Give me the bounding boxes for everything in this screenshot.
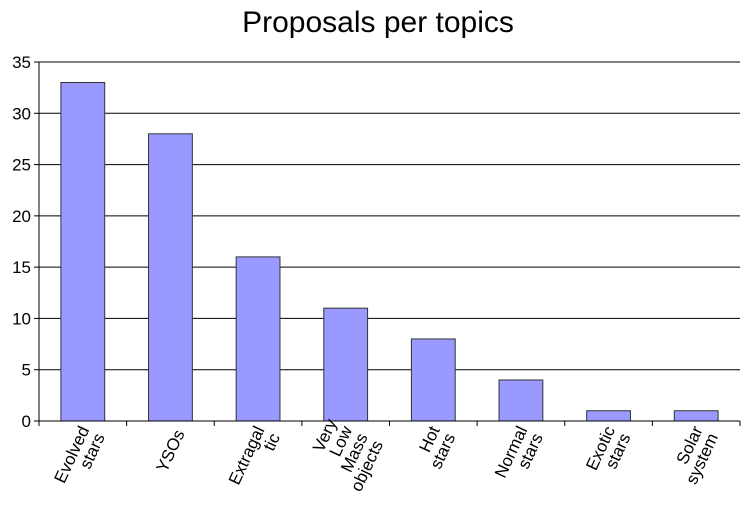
- x-category-label-line: tic: [260, 430, 285, 454]
- bar: [498, 379, 544, 422]
- y-tick-label: 10: [12, 309, 31, 328]
- y-tick-label: 25: [12, 156, 31, 175]
- bar: [410, 338, 456, 422]
- x-category-label-line: YSOs: [153, 427, 189, 475]
- bar: [673, 410, 719, 422]
- bar: [235, 256, 281, 422]
- gridlines: [34, 61, 740, 422]
- axes: [38, 62, 740, 422]
- y-tick-label: 0: [22, 412, 31, 431]
- y-tick-label: 20: [12, 207, 31, 226]
- y-tick-label: 15: [12, 258, 31, 277]
- y-tick-label: 35: [12, 53, 31, 72]
- bar: [323, 307, 369, 422]
- y-tick-label: 5: [22, 361, 31, 380]
- bar: [148, 133, 193, 422]
- bar: [60, 82, 106, 422]
- chart-title: Proposals per topics: [242, 6, 514, 39]
- bar: [586, 410, 631, 422]
- bars: [38, 82, 741, 426]
- x-category-label-line: Extragal: [225, 423, 269, 488]
- x-category-label: YSOs: [153, 427, 189, 475]
- y-tick-label: 30: [12, 104, 31, 123]
- y-tick-labels: 0 5 10 15 20 25 30 35: [12, 53, 31, 431]
